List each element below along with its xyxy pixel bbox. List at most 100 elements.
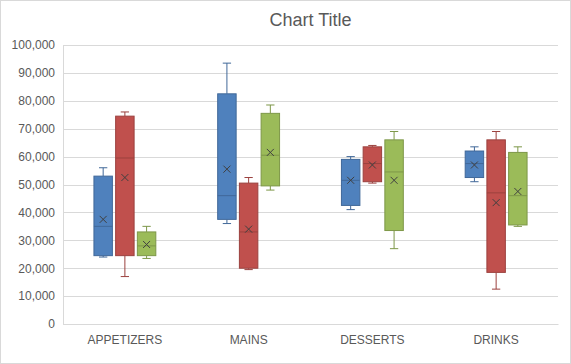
whisker-upper (124, 112, 125, 116)
grid-line (63, 73, 558, 74)
y-axis: 0 10,000 20,000 30,000 40,000 50,000 60,000 70,… (12, 38, 64, 331)
whisker-upper (103, 168, 104, 176)
grid (63, 46, 558, 325)
box (116, 112, 134, 277)
mean-marker (514, 188, 521, 195)
whisker-lower (474, 178, 475, 182)
whisker-cap-max (121, 111, 129, 112)
box-body (509, 152, 527, 225)
whisker-lower (270, 186, 271, 190)
box-body (137, 232, 155, 256)
median-line (94, 226, 112, 227)
median-line (239, 231, 257, 232)
mean-marker (143, 241, 150, 248)
box (363, 145, 381, 183)
median-line (465, 163, 483, 164)
box (465, 147, 483, 182)
y-tick-label: 60,000 (18, 150, 55, 164)
x-tick: DESSERTS (340, 324, 404, 347)
mean-marker (391, 177, 398, 184)
whisker-cap-max (266, 104, 274, 105)
whisker-cap-max (99, 167, 107, 168)
mean-marker (369, 161, 376, 168)
median-line (509, 195, 527, 196)
box (385, 131, 403, 248)
median-line (363, 163, 381, 164)
mean-marker (493, 199, 500, 206)
grid-line (63, 268, 558, 269)
y-tick-label: 10,000 (18, 289, 55, 303)
y-tick-label: 80,000 (18, 94, 55, 108)
y-tick: 50,000 (18, 178, 63, 192)
y-tick: 60,000 (18, 150, 63, 164)
y-tick: 100,000 (12, 38, 63, 52)
x-tick: APPETIZERS (88, 324, 163, 347)
plot-marks (94, 63, 527, 289)
whisker-cap-max (142, 226, 150, 227)
mean-marker (100, 216, 107, 223)
box (487, 131, 505, 289)
box-body (116, 116, 134, 256)
y-tick-label: 30,000 (18, 234, 55, 248)
chart: Chart Title 0 10,000 20,000 30,000 40,000 50,0… (0, 0, 571, 364)
x-tick-label: DRINKS (473, 333, 518, 347)
grid-line (63, 324, 558, 325)
x-tick-label: DESSERTS (340, 333, 404, 347)
box (137, 226, 155, 258)
box-body (487, 140, 505, 273)
y-tick-label: 0 (48, 317, 55, 331)
y-tick-label: 70,000 (18, 122, 55, 136)
grid-line (63, 45, 558, 46)
grid-line (63, 212, 558, 213)
whisker-lower (496, 272, 497, 289)
y-tick-label: 40,000 (18, 206, 55, 220)
whisker-cap-min (390, 248, 398, 249)
whisker-upper (474, 147, 475, 151)
x-tick: MAINS (230, 324, 268, 347)
box-body (261, 113, 279, 186)
whisker-cap-max (368, 145, 376, 146)
mean-marker (223, 166, 230, 173)
whisker-upper (146, 226, 147, 232)
y-tick: 30,000 (18, 234, 63, 248)
whisker-cap-min (470, 181, 478, 182)
y-tick: 0 (48, 317, 63, 331)
whisker-cap-max (347, 156, 355, 157)
box-body (465, 151, 483, 178)
mean-marker (121, 174, 128, 181)
y-tick: 20,000 (18, 262, 63, 276)
x-axis: APPETIZERS MAINS DESSERTS DRINKS (64, 324, 559, 347)
box-body (94, 176, 112, 256)
y-tick: 90,000 (18, 66, 63, 80)
mean-marker (267, 149, 274, 156)
chart-border (1, 1, 571, 364)
whisker-upper (226, 63, 227, 94)
whisker-upper (517, 147, 518, 153)
median-line (261, 155, 279, 156)
median-line (116, 157, 134, 158)
box-body (385, 140, 403, 231)
whisker-cap-min (223, 223, 231, 224)
y-tick-label: 50,000 (18, 178, 55, 192)
whisker-cap-min (142, 258, 150, 259)
whisker-cap-min (347, 209, 355, 210)
whisker-upper (270, 105, 271, 113)
median-line (218, 195, 236, 196)
y-axis-line (63, 46, 64, 325)
whisker-lower (350, 205, 351, 209)
box (239, 178, 257, 270)
y-tick-label: 100,000 (12, 38, 56, 52)
y-tick-label: 90,000 (18, 66, 55, 80)
x-tick-label: APPETIZERS (88, 333, 163, 347)
mean-marker (347, 177, 354, 184)
grid-line (63, 129, 558, 130)
whisker-lower (124, 256, 125, 277)
whisker-cap-max (492, 131, 500, 132)
whisker-upper (496, 131, 497, 139)
whisker-lower (394, 231, 395, 249)
box-series (137, 105, 527, 258)
whisker-cap-min (514, 226, 522, 227)
chart-title: Chart Title (269, 10, 351, 30)
y-tick-label: 20,000 (18, 262, 55, 276)
y-tick: 80,000 (18, 94, 63, 108)
